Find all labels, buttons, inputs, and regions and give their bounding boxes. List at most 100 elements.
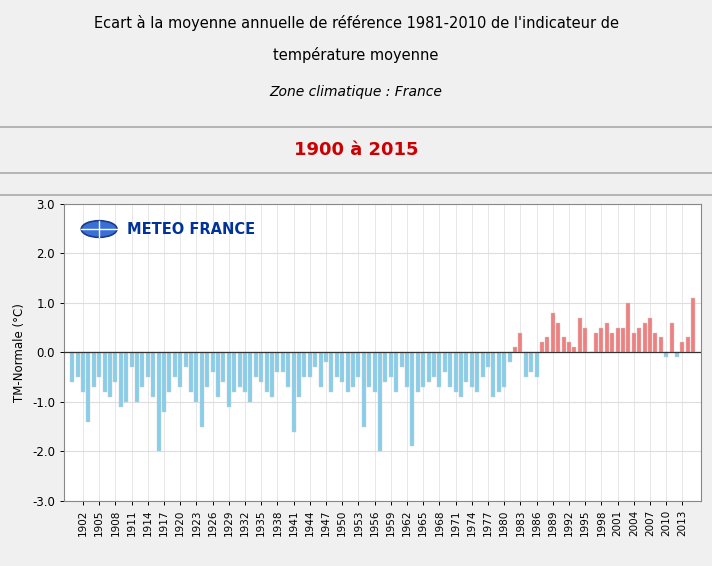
Bar bbox=[108, 352, 112, 397]
Bar bbox=[648, 318, 652, 352]
Bar bbox=[691, 298, 695, 352]
Bar bbox=[486, 352, 490, 367]
Bar bbox=[497, 352, 501, 392]
Bar bbox=[399, 352, 404, 367]
Bar bbox=[481, 352, 485, 377]
Bar bbox=[562, 337, 565, 352]
Bar bbox=[308, 352, 312, 377]
Bar bbox=[572, 348, 577, 352]
Bar bbox=[577, 318, 582, 352]
Bar bbox=[681, 342, 684, 352]
Bar bbox=[173, 352, 177, 377]
Bar bbox=[443, 352, 447, 372]
Bar bbox=[345, 352, 350, 392]
Bar bbox=[502, 352, 506, 387]
Bar bbox=[637, 328, 642, 352]
Bar bbox=[367, 352, 371, 387]
Bar bbox=[113, 352, 117, 382]
Bar bbox=[232, 352, 236, 392]
Bar bbox=[270, 352, 274, 397]
Bar bbox=[405, 352, 409, 387]
Bar bbox=[211, 352, 214, 372]
Bar bbox=[669, 323, 674, 352]
Bar bbox=[394, 352, 398, 392]
Bar bbox=[535, 352, 539, 377]
Bar bbox=[567, 342, 571, 352]
Bar bbox=[238, 352, 241, 387]
Bar bbox=[70, 352, 74, 382]
Text: METEO FRANCE: METEO FRANCE bbox=[127, 221, 255, 237]
Bar bbox=[556, 323, 560, 352]
Bar bbox=[205, 352, 209, 387]
Bar bbox=[340, 352, 344, 382]
Bar bbox=[604, 323, 609, 352]
Circle shape bbox=[81, 221, 117, 237]
Bar bbox=[162, 352, 166, 412]
Bar bbox=[318, 352, 323, 387]
Bar bbox=[81, 352, 85, 392]
Bar bbox=[259, 352, 263, 382]
Bar bbox=[545, 337, 550, 352]
Bar bbox=[422, 352, 425, 387]
Bar bbox=[135, 352, 139, 402]
Text: Zone climatique : France: Zone climatique : France bbox=[270, 85, 442, 98]
Bar bbox=[286, 352, 290, 387]
Bar bbox=[194, 352, 199, 402]
Bar bbox=[221, 352, 226, 382]
Bar bbox=[276, 352, 279, 372]
Bar bbox=[470, 352, 473, 387]
Bar bbox=[281, 352, 285, 372]
Bar bbox=[459, 352, 463, 397]
Bar bbox=[119, 352, 122, 407]
Bar bbox=[200, 352, 204, 427]
Bar bbox=[475, 352, 479, 392]
Bar bbox=[103, 352, 107, 392]
Bar bbox=[448, 352, 452, 387]
Bar bbox=[643, 323, 646, 352]
Bar bbox=[146, 352, 150, 377]
Bar bbox=[610, 333, 614, 352]
Bar bbox=[140, 352, 145, 387]
Bar bbox=[410, 352, 414, 447]
Bar bbox=[378, 352, 382, 452]
Bar bbox=[664, 352, 669, 357]
Bar bbox=[313, 352, 318, 367]
Bar bbox=[513, 348, 517, 352]
Bar bbox=[178, 352, 182, 387]
Bar bbox=[594, 333, 598, 352]
Bar bbox=[157, 352, 161, 452]
Bar bbox=[616, 328, 619, 352]
Y-axis label: TM-Normale (°C): TM-Normale (°C) bbox=[14, 303, 26, 402]
Bar bbox=[335, 352, 339, 377]
Bar bbox=[529, 352, 533, 372]
Bar bbox=[372, 352, 377, 392]
Bar bbox=[621, 328, 625, 352]
Bar bbox=[292, 352, 295, 431]
Bar bbox=[124, 352, 128, 402]
Bar bbox=[464, 352, 468, 382]
Bar bbox=[75, 352, 80, 377]
Bar bbox=[351, 352, 355, 387]
Bar bbox=[130, 352, 134, 367]
Bar bbox=[216, 352, 220, 397]
Bar bbox=[518, 333, 523, 352]
Bar bbox=[524, 352, 528, 377]
Bar bbox=[383, 352, 387, 382]
Bar bbox=[508, 352, 512, 362]
Bar bbox=[583, 328, 587, 352]
Bar bbox=[432, 352, 436, 377]
Bar bbox=[226, 352, 231, 407]
Bar bbox=[243, 352, 247, 392]
Bar bbox=[540, 342, 544, 352]
Bar bbox=[627, 303, 630, 352]
Bar bbox=[86, 352, 90, 422]
Bar bbox=[324, 352, 328, 362]
Bar bbox=[357, 352, 360, 377]
Bar bbox=[654, 333, 657, 352]
Bar bbox=[265, 352, 268, 392]
Text: Ecart à la moyenne annuelle de référence 1981-2010 de l'indicateur de: Ecart à la moyenne annuelle de référence… bbox=[93, 15, 619, 31]
Text: température moyenne: température moyenne bbox=[273, 47, 439, 63]
Bar bbox=[659, 337, 663, 352]
Text: 1900 à 2015: 1900 à 2015 bbox=[294, 141, 418, 159]
Bar bbox=[184, 352, 188, 367]
